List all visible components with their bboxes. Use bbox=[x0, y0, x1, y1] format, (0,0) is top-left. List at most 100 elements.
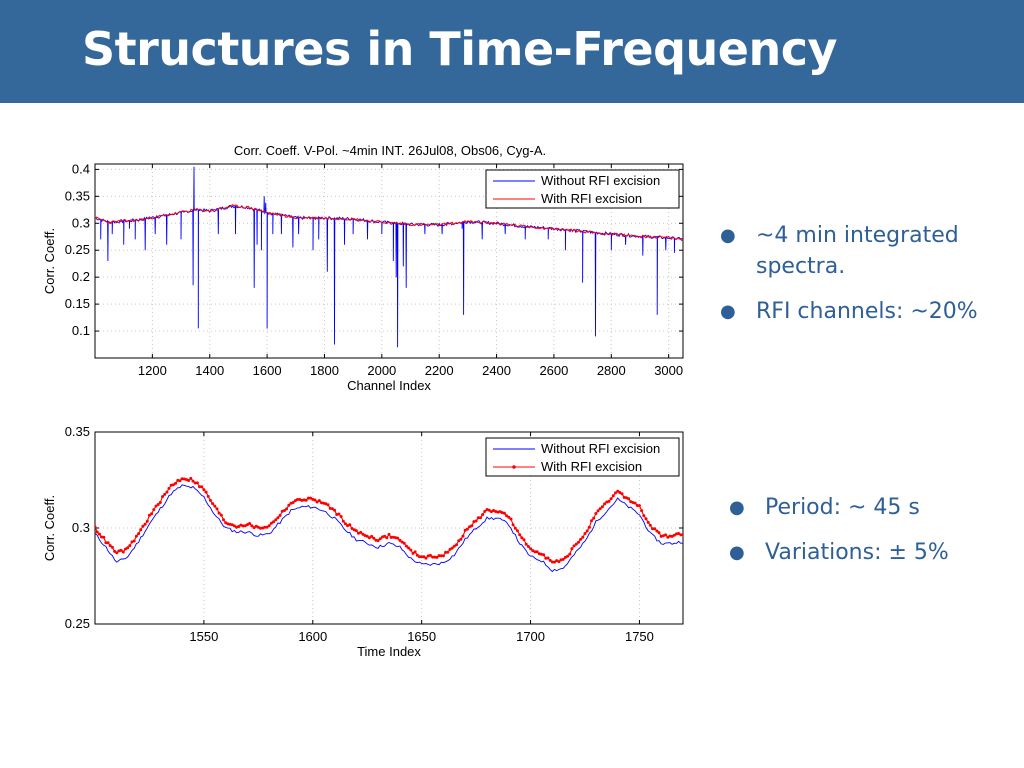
data-point-with-rfi-excision bbox=[115, 551, 119, 555]
x-tick-label: 2000 bbox=[367, 363, 396, 378]
data-point-with-rfi-excision bbox=[526, 545, 530, 548]
data-point-with-rfi-excision bbox=[463, 528, 467, 532]
bullet-list-top: ● ~4 min integrated spectra. ● RFI channel… bbox=[720, 220, 1010, 341]
title-bar: Structures in Time-Frequency bbox=[0, 0, 1024, 103]
data-point-with-rfi-excision bbox=[147, 513, 151, 517]
data-point-with-rfi-excision bbox=[339, 515, 343, 518]
data-point-with-rfi-excision bbox=[487, 508, 491, 512]
data-point-with-rfi-excision bbox=[511, 523, 515, 527]
data-point-with-rfi-excision bbox=[152, 508, 156, 512]
data-point-with-rfi-excision bbox=[202, 488, 206, 492]
bullet-text: ~4 min integrated spectra. bbox=[756, 223, 959, 279]
data-point-with-rfi-excision bbox=[502, 511, 506, 515]
data-point-with-rfi-excision bbox=[664, 533, 668, 537]
data-point-with-rfi-excision bbox=[474, 519, 478, 523]
data-point-with-rfi-excision bbox=[550, 560, 554, 564]
data-point-with-rfi-excision bbox=[106, 541, 110, 545]
data-point-with-rfi-excision bbox=[165, 490, 169, 494]
data-point-with-rfi-excision bbox=[542, 553, 546, 557]
legend-box bbox=[485, 169, 680, 209]
data-point-with-rfi-excision bbox=[211, 502, 215, 506]
data-point-with-rfi-excision bbox=[566, 554, 570, 558]
x-tick-label: 1750 bbox=[625, 629, 654, 644]
bullet-text: RFI channels: ~20% bbox=[756, 299, 978, 324]
data-point-with-rfi-excision bbox=[609, 497, 613, 501]
y-tick-label: 0.3 bbox=[72, 215, 90, 230]
x-tick-label: 1650 bbox=[407, 629, 436, 644]
data-point-with-rfi-excision bbox=[415, 553, 419, 557]
data-point-with-rfi-excision bbox=[479, 516, 482, 520]
data-point-with-rfi-excision bbox=[110, 545, 114, 549]
data-point-with-rfi-excision bbox=[139, 528, 143, 532]
data-point-with-rfi-excision bbox=[476, 516, 480, 520]
data-point-with-rfi-excision bbox=[296, 498, 299, 501]
data-point-with-rfi-excision bbox=[230, 523, 234, 527]
x-tick-label: 1200 bbox=[138, 363, 167, 378]
data-point-with-rfi-excision bbox=[154, 504, 158, 508]
data-point-with-rfi-excision bbox=[350, 527, 354, 530]
data-point-with-rfi-excision bbox=[343, 522, 347, 526]
legend-label: Without RFI excision bbox=[541, 173, 660, 188]
data-point-with-rfi-excision bbox=[516, 529, 519, 533]
data-point-with-rfi-excision bbox=[359, 530, 363, 534]
data-point-with-rfi-excision bbox=[104, 541, 108, 545]
data-point-with-rfi-excision bbox=[444, 550, 448, 554]
legend-label: With RFI excision bbox=[541, 459, 642, 474]
y-tick-label: 0.1 bbox=[72, 323, 90, 338]
data-point-with-rfi-excision bbox=[269, 521, 273, 525]
data-point-with-rfi-excision bbox=[637, 504, 641, 508]
y-tick-label: 0.3 bbox=[72, 520, 90, 535]
data-point-with-rfi-excision bbox=[219, 513, 223, 517]
data-point-with-rfi-excision bbox=[348, 523, 352, 527]
data-point-with-rfi-excision bbox=[291, 501, 295, 504]
data-point-with-rfi-excision bbox=[161, 495, 164, 499]
data-point-with-rfi-excision bbox=[378, 537, 382, 541]
bullet-dot-icon: ● bbox=[720, 225, 736, 246]
data-point-with-rfi-excision bbox=[193, 481, 197, 485]
data-point-with-rfi-excision bbox=[581, 535, 585, 539]
data-point-with-rfi-excision bbox=[134, 534, 138, 538]
data-point-with-rfi-excision bbox=[437, 554, 441, 558]
y-axis-label: Corr. Coeff. bbox=[42, 495, 57, 561]
data-point-with-rfi-excision bbox=[208, 498, 212, 502]
data-point-with-rfi-excision bbox=[174, 481, 178, 485]
data-point-with-rfi-excision bbox=[213, 504, 217, 508]
time-series-chart: 1550 1600 1650 1700 1750 0.25 0.3 0.35 Time Inde… bbox=[42, 424, 684, 659]
data-point-with-rfi-excision bbox=[370, 534, 374, 538]
bullet-dot-icon: ● bbox=[729, 497, 745, 518]
data-point-with-rfi-excision bbox=[337, 512, 341, 516]
data-point-with-rfi-excision bbox=[217, 511, 221, 515]
data-point-with-rfi-excision bbox=[618, 491, 622, 494]
data-point-with-rfi-excision bbox=[524, 542, 528, 546]
data-point-with-rfi-excision bbox=[287, 503, 291, 507]
data-point-with-rfi-excision bbox=[557, 560, 561, 564]
data-point-with-rfi-excision bbox=[544, 556, 548, 560]
data-point-with-rfi-excision bbox=[422, 555, 426, 559]
data-point-with-rfi-excision bbox=[452, 544, 456, 548]
data-point-with-rfi-excision bbox=[668, 534, 672, 538]
data-point-with-rfi-excision bbox=[577, 540, 580, 544]
data-point-with-rfi-excision bbox=[520, 536, 524, 540]
data-point-with-rfi-excision bbox=[529, 547, 533, 551]
data-point-with-rfi-excision bbox=[189, 476, 193, 480]
data-point-with-rfi-excision bbox=[633, 501, 637, 505]
data-point-with-rfi-excision bbox=[509, 517, 513, 521]
data-point-with-rfi-excision bbox=[143, 522, 147, 526]
data-point-with-rfi-excision bbox=[191, 479, 195, 483]
data-point-with-rfi-excision bbox=[241, 524, 245, 528]
x-tick-label: 2800 bbox=[597, 363, 626, 378]
data-point-with-rfi-excision bbox=[457, 539, 461, 543]
data-point-with-rfi-excision bbox=[263, 525, 267, 529]
data-point-with-rfi-excision bbox=[657, 531, 661, 535]
data-point-with-rfi-excision bbox=[259, 526, 262, 530]
data-point-with-rfi-excision bbox=[640, 509, 644, 513]
chart-title: Corr. Coeff. V-Pol. ~4min INT. 26Jul08, … bbox=[234, 143, 546, 158]
data-point-with-rfi-excision bbox=[145, 519, 149, 523]
x-tick-label: 1400 bbox=[195, 363, 224, 378]
data-point-with-rfi-excision bbox=[330, 507, 334, 511]
data-point-with-rfi-excision bbox=[121, 550, 125, 554]
data-point-with-rfi-excision bbox=[222, 518, 225, 522]
data-point-with-rfi-excision bbox=[587, 525, 591, 529]
series-line-with-rfi-excision bbox=[95, 204, 683, 241]
data-point-with-rfi-excision bbox=[180, 477, 184, 481]
